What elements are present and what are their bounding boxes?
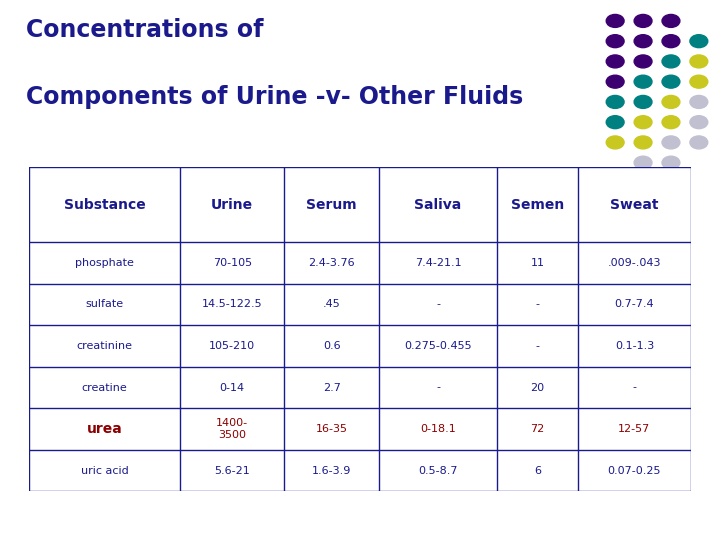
- Text: sulfate: sulfate: [86, 300, 124, 309]
- Text: 16-35: 16-35: [315, 424, 348, 434]
- Text: 20: 20: [531, 382, 544, 393]
- Text: Concentrations of: Concentrations of: [26, 17, 264, 42]
- Text: 0.7-7.4: 0.7-7.4: [615, 300, 654, 309]
- Circle shape: [662, 35, 680, 48]
- Circle shape: [634, 156, 652, 169]
- Text: 0.07-0.25: 0.07-0.25: [608, 465, 661, 476]
- Text: 1400-
3500: 1400- 3500: [216, 418, 248, 440]
- Text: -: -: [536, 300, 539, 309]
- Text: creatinine: creatinine: [76, 341, 132, 351]
- Text: 0.1-1.3: 0.1-1.3: [615, 341, 654, 351]
- Circle shape: [662, 55, 680, 68]
- Bar: [29, 242, 691, 284]
- Circle shape: [690, 35, 708, 48]
- Text: 0-18.1: 0-18.1: [420, 424, 456, 434]
- Circle shape: [606, 136, 624, 149]
- Circle shape: [606, 116, 624, 129]
- Circle shape: [634, 136, 652, 149]
- Circle shape: [690, 55, 708, 68]
- Text: 5.6-21: 5.6-21: [215, 465, 250, 476]
- Circle shape: [606, 35, 624, 48]
- Text: Substance: Substance: [63, 198, 145, 212]
- Circle shape: [634, 15, 652, 28]
- Text: -: -: [436, 382, 440, 393]
- Text: Semen: Semen: [510, 198, 564, 212]
- Circle shape: [662, 116, 680, 129]
- Text: Sweat: Sweat: [610, 198, 659, 212]
- Text: -: -: [536, 341, 539, 351]
- Circle shape: [606, 75, 624, 88]
- Text: urea: urea: [86, 422, 122, 436]
- Text: Serum: Serum: [306, 198, 357, 212]
- Text: 11: 11: [531, 258, 544, 268]
- Text: creatine: creatine: [81, 382, 127, 393]
- Text: .45: .45: [323, 300, 341, 309]
- Text: Urine: Urine: [211, 198, 253, 212]
- Circle shape: [634, 35, 652, 48]
- Circle shape: [662, 156, 680, 169]
- Bar: [29, 450, 691, 491]
- Circle shape: [662, 136, 680, 149]
- Bar: [29, 367, 691, 408]
- Circle shape: [662, 15, 680, 28]
- Text: 6: 6: [534, 465, 541, 476]
- Text: 2.4-3.76: 2.4-3.76: [308, 258, 355, 268]
- Text: 2.7: 2.7: [323, 382, 341, 393]
- Bar: [29, 284, 691, 325]
- Text: 0-14: 0-14: [220, 382, 245, 393]
- Circle shape: [606, 55, 624, 68]
- Text: 0.5-8.7: 0.5-8.7: [418, 465, 458, 476]
- Circle shape: [690, 136, 708, 149]
- Circle shape: [662, 75, 680, 88]
- Bar: [29, 408, 691, 450]
- Text: 105-210: 105-210: [210, 341, 256, 351]
- Circle shape: [634, 55, 652, 68]
- Circle shape: [690, 116, 708, 129]
- Circle shape: [634, 116, 652, 129]
- Circle shape: [690, 96, 708, 109]
- Text: 7.4-21.1: 7.4-21.1: [415, 258, 462, 268]
- Text: uric acid: uric acid: [81, 465, 128, 476]
- Bar: [29, 167, 691, 242]
- Text: 1.6-3.9: 1.6-3.9: [312, 465, 351, 476]
- Text: -: -: [632, 382, 636, 393]
- Text: 12-57: 12-57: [618, 424, 651, 434]
- Circle shape: [634, 96, 652, 109]
- Text: Saliva: Saliva: [415, 198, 462, 212]
- Bar: [29, 325, 691, 367]
- Text: .009-.043: .009-.043: [608, 258, 661, 268]
- Text: 72: 72: [531, 424, 544, 434]
- Circle shape: [606, 96, 624, 109]
- Text: phosphate: phosphate: [75, 258, 134, 268]
- Circle shape: [606, 15, 624, 28]
- Circle shape: [634, 75, 652, 88]
- Text: 0.6: 0.6: [323, 341, 341, 351]
- Circle shape: [662, 96, 680, 109]
- Text: 70-105: 70-105: [212, 258, 252, 268]
- Text: -: -: [436, 300, 440, 309]
- Text: 14.5-122.5: 14.5-122.5: [202, 300, 263, 309]
- Text: Components of Urine -v- Other Fluids: Components of Urine -v- Other Fluids: [26, 85, 523, 109]
- Text: 0.275-0.455: 0.275-0.455: [404, 341, 472, 351]
- Circle shape: [690, 75, 708, 88]
